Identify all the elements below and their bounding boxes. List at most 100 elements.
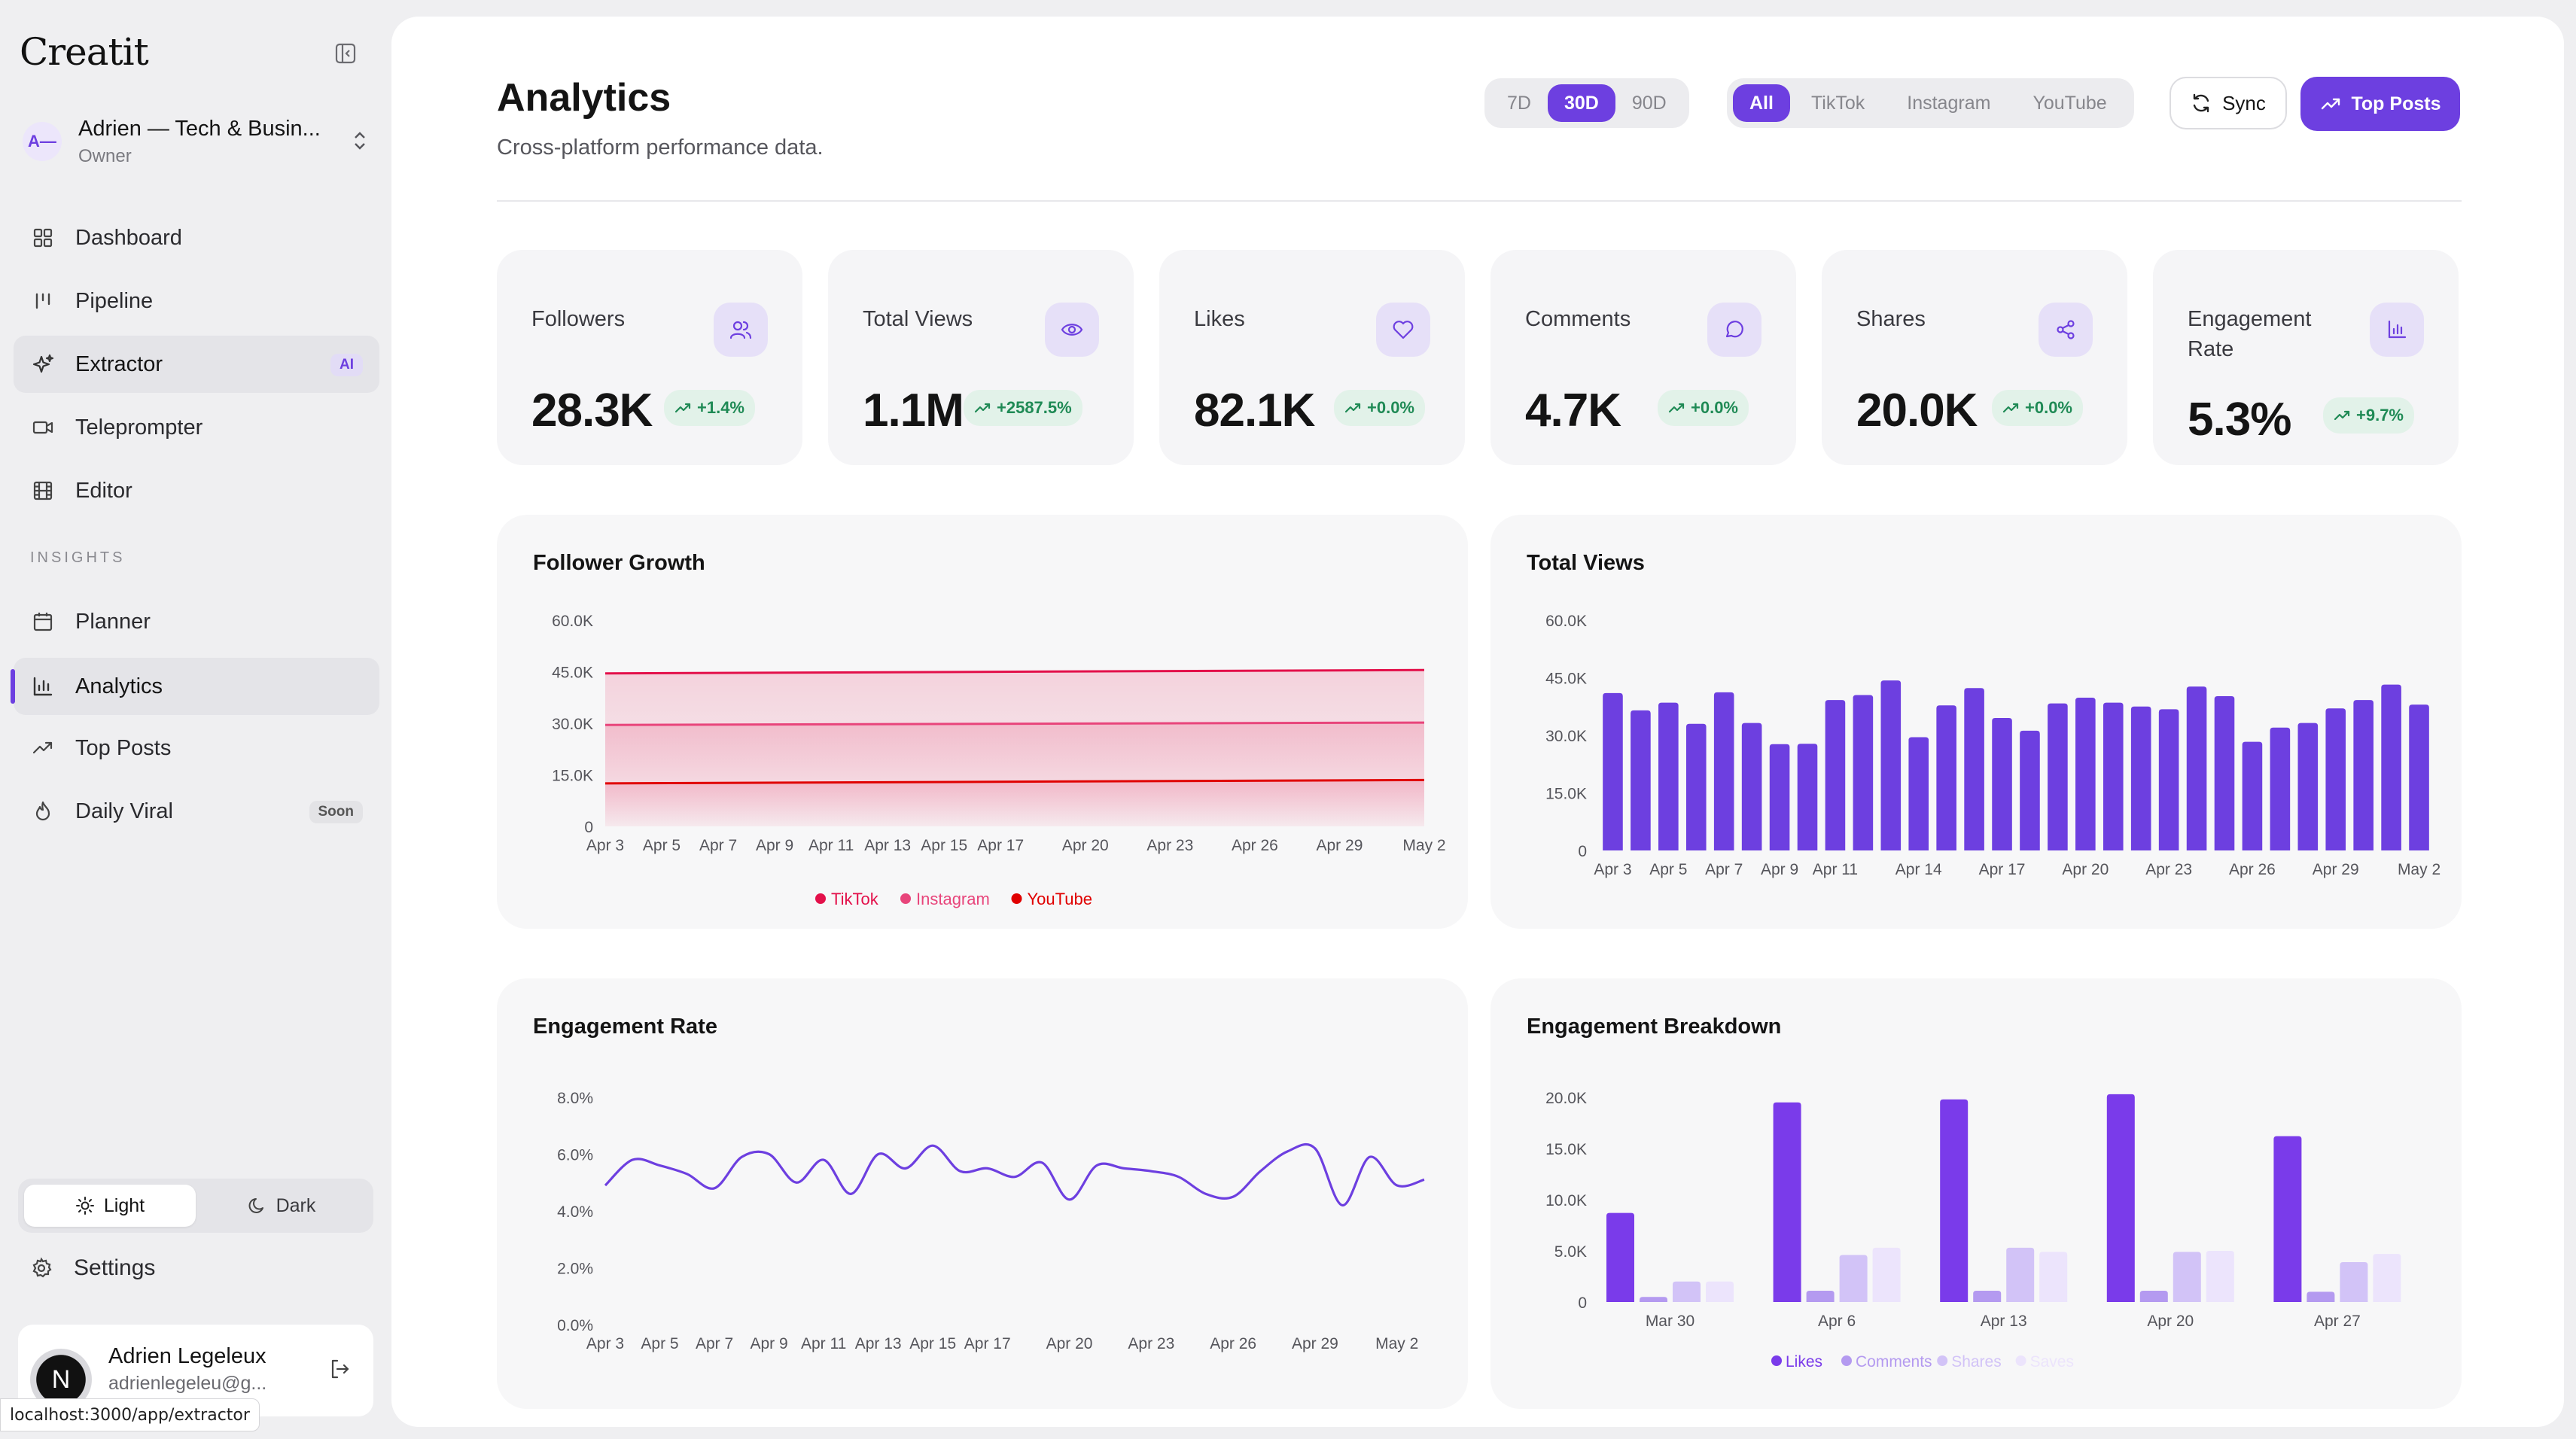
theme-dark-option[interactable]: Dark	[196, 1185, 367, 1227]
platform-youtube[interactable]: YouTube	[2032, 92, 2107, 114]
sidebar-item-dashboard[interactable]: Dashboard	[14, 209, 379, 266]
legend-label: Instagram	[916, 890, 990, 908]
platform-tiktok[interactable]: TikTok	[1810, 92, 1865, 114]
bar-likes	[2273, 1136, 2302, 1302]
bar	[1769, 744, 1790, 850]
bar	[2381, 684, 2401, 850]
theme-toggle: Light Dark	[18, 1179, 373, 1233]
bar	[2130, 706, 2151, 850]
bar	[2409, 704, 2429, 850]
x-tick-label: Apr 20	[2062, 861, 2109, 878]
y-tick-label: 2.0%	[557, 1261, 593, 1278]
grid-icon	[30, 225, 56, 251]
y-tick-label: 45.0K	[552, 665, 593, 682]
x-tick-label: Apr 23	[2145, 861, 2192, 878]
stat-card-comments: Comments 4.7K +0.0%	[1490, 250, 1796, 465]
sidebar-collapse-icon[interactable]	[334, 42, 357, 65]
legend-dot	[1771, 1355, 1782, 1366]
sidebar-item-label: Teleprompter	[75, 415, 203, 440]
trending-up-icon	[974, 403, 991, 413]
sidebar-item-editor[interactable]: Editor	[14, 462, 379, 519]
settings-label: Settings	[74, 1255, 156, 1280]
legend-label: YouTube	[1028, 890, 1092, 908]
video-icon	[30, 415, 56, 440]
x-tick-label: May 2	[1375, 1335, 1418, 1352]
bar-saves	[1706, 1281, 1734, 1302]
x-tick-label: Apr 26	[1210, 1335, 1256, 1352]
bar	[1631, 710, 1651, 850]
range-7d[interactable]: 7D	[1507, 92, 1531, 114]
series-area-youtube	[605, 780, 1424, 826]
y-tick-label: 5.0K	[1554, 1243, 1587, 1261]
range-90d[interactable]: 90D	[1631, 92, 1667, 114]
series-line-youtube	[604, 778, 1425, 785]
x-tick-label: Apr 9	[756, 837, 793, 854]
bar	[1880, 680, 1902, 850]
trending-up-icon	[1668, 403, 1685, 413]
stat-delta-badge: +0.0%	[1658, 390, 1749, 426]
sidebar-item-settings[interactable]: Settings	[30, 1255, 155, 1281]
chart-card-engagement-breakdown: Engagement Breakdown 0 5.0K 10.0K 15.0K 20.0…	[1490, 978, 2462, 1409]
brand-logo[interactable]: Creatit	[20, 30, 149, 74]
stat-delta: +0.0%	[2025, 398, 2072, 417]
x-tick-label: Apr 11	[808, 837, 854, 854]
x-tick-label: Mar 30	[1646, 1313, 1694, 1330]
bar	[2270, 727, 2291, 850]
range-30d[interactable]: 30D	[1547, 84, 1615, 122]
bar	[1685, 723, 1707, 850]
film-icon	[30, 478, 56, 503]
bar	[1658, 702, 1679, 850]
bar-chart-icon	[30, 674, 56, 699]
x-tick-label: Apr 6	[1818, 1313, 1856, 1330]
x-tick-label: Apr 17	[964, 1335, 1011, 1352]
sidebar-item-extractor[interactable]: Extractor AI	[14, 336, 379, 393]
x-tick-label: Apr 26	[2229, 861, 2276, 878]
sidebar-item-label: Planner	[75, 609, 151, 634]
legend-label: TikTok	[831, 890, 879, 908]
x-tick-label: Apr 29	[1292, 1335, 1338, 1352]
total-views-chart: 0 15.0K 30.0K 45.0K 60.0K Apr 3 Apr 5 Apr 7 Apr …	[1545, 613, 2441, 878]
bar	[2214, 695, 2235, 850]
workspace-switcher[interactable]: A— Adrien — Tech & Busin... Owner	[23, 110, 369, 173]
bar	[2242, 741, 2263, 850]
message-icon	[1707, 303, 1761, 357]
legend-dot	[1011, 893, 1022, 904]
legend-dot	[1937, 1355, 1948, 1366]
y-tick-label: 0	[1578, 1294, 1587, 1312]
chart-card-follower-growth: Follower Growth 0 15.0K 30.0K 45.0K 60.0K Apr…	[497, 515, 1468, 929]
bar	[2353, 700, 2374, 850]
platform-all[interactable]: All	[1733, 84, 1790, 122]
stat-value: 4.7K	[1525, 385, 1621, 437]
logout-icon[interactable]	[328, 1358, 351, 1384]
sidebar-item-teleprompter[interactable]: Teleprompter	[14, 399, 379, 456]
sidebar-item-top-posts[interactable]: Top Posts	[14, 720, 379, 777]
top-posts-button[interactable]: Top Posts	[2300, 77, 2460, 131]
bar-shares	[1839, 1255, 1868, 1302]
sync-button[interactable]: Sync	[2170, 77, 2287, 129]
x-tick-label: Apr 9	[1761, 861, 1798, 878]
stat-delta: +0.0%	[1367, 398, 1414, 417]
bar	[1853, 695, 1874, 850]
sidebar-item-planner[interactable]: Planner	[14, 593, 379, 650]
sparkles-icon	[30, 351, 56, 377]
bar-saves	[1872, 1247, 1901, 1302]
platform-instagram[interactable]: Instagram	[1907, 92, 1991, 114]
x-tick-label: Apr 29	[2313, 861, 2359, 878]
bar-shares	[2006, 1247, 2035, 1302]
sidebar-item-pipeline[interactable]: Pipeline	[14, 272, 379, 330]
users-icon	[714, 303, 768, 357]
bar-likes	[1773, 1102, 1801, 1302]
stat-label: Comments	[1525, 307, 1631, 331]
bar	[2103, 702, 2124, 850]
sidebar-item-daily-viral[interactable]: Daily Viral Soon	[14, 783, 379, 840]
chart-title: Total Views	[1527, 551, 1645, 575]
engagement-breakdown-chart: 0 5.0K 10.0K 15.0K 20.0K Mar 30 Apr 6 Apr 13 Apr…	[1545, 1090, 2401, 1371]
eye-icon	[1045, 303, 1099, 357]
flame-icon	[30, 799, 56, 824]
x-tick-label: Apr 3	[586, 837, 624, 854]
status-url-tooltip: localhost:3000/app/extractor	[0, 1398, 260, 1431]
theme-light-option[interactable]: Light	[24, 1185, 196, 1227]
legend-dot	[900, 893, 911, 904]
stat-label: Shares	[1856, 307, 1926, 331]
sidebar-item-analytics[interactable]: Analytics	[14, 658, 379, 715]
